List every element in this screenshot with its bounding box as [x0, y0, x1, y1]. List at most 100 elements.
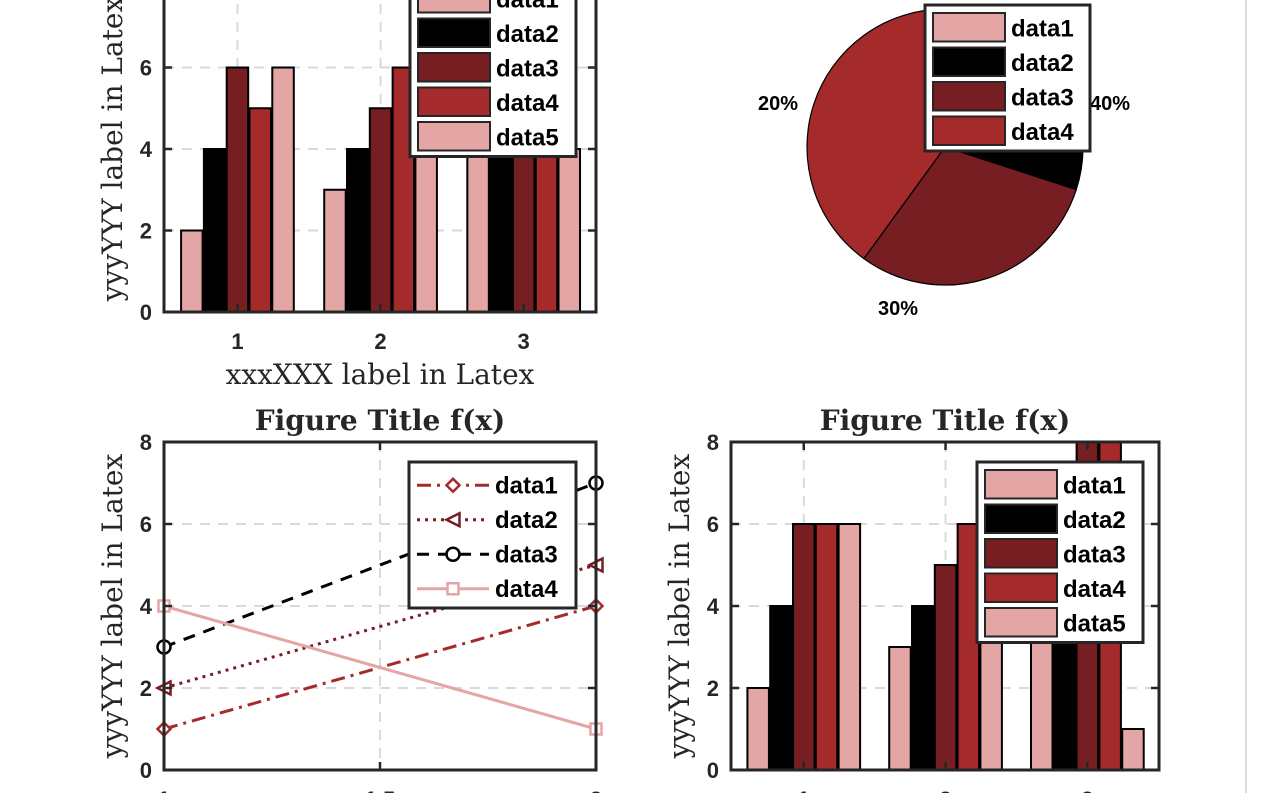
legend-label-data4: data4 [495, 576, 558, 603]
x-tick-label: 3 [1081, 787, 1093, 793]
legend-swatch-data1 [984, 469, 1058, 500]
y-axis-label: yyyYYY label in Latex [663, 454, 696, 760]
legend-label-data1: data1 [495, 472, 558, 499]
x-axis-label: xxxXXX label in Latex [226, 358, 535, 391]
x-tick-label: 3 [518, 329, 530, 354]
bar-data5-3 [1121, 728, 1145, 770]
legend-label-data2: data2 [496, 21, 559, 48]
pie-slice-data4 [806, 8, 946, 260]
line-chart: 1 1.5 2 0 2 4 6 8 yyyYYY label in Latex Figure Ti… [96, 404, 605, 793]
pie-label-data3: 30% [878, 298, 918, 320]
bars [746, 442, 1145, 770]
bar-data3-1 [792, 523, 816, 770]
y-tick-label: 8 [707, 430, 719, 455]
y-axis-label: yyyYYY label in Latex [96, 0, 129, 302]
y-tick-label: 2 [140, 219, 152, 244]
legend-swatch-data5 [984, 607, 1058, 638]
legend-label-data3: data3 [496, 55, 559, 82]
pie-label-data4: 40% [1090, 93, 1130, 115]
legend-label-data3: data3 [1011, 84, 1074, 111]
chart-title: Figure Title f(x) [820, 404, 1071, 437]
y-axis-label: yyyYYY label in Latex [96, 454, 129, 760]
bar-data3-2 [368, 107, 393, 312]
legend-label-data4: data4 [1063, 576, 1126, 603]
bar-data2-2 [911, 605, 935, 770]
legend-swatch-data3 [984, 538, 1058, 569]
legend-label-data5: data5 [496, 124, 559, 151]
legend-swatch-data5 [417, 121, 491, 152]
bar-data5-3 [557, 148, 582, 312]
legend-swatch-data3 [417, 52, 491, 83]
x-tick-label: 2 [590, 787, 602, 793]
bar-data3-2 [933, 564, 958, 770]
y-tick-label: 0 [140, 300, 152, 325]
legend-swatch-data4 [932, 115, 1006, 146]
window-edge [1245, 0, 1247, 793]
y-tick-label: 4 [707, 594, 720, 619]
legend-label-data3: data3 [495, 541, 558, 568]
bar-data4-2 [956, 523, 981, 770]
legend-swatch-data4 [417, 86, 491, 117]
legend-swatch-data4 [984, 572, 1058, 603]
bar-data1-2 [323, 188, 347, 312]
x-tick-label: 1 [798, 787, 810, 793]
legend-label-data3: data3 [1063, 541, 1126, 568]
y-tick-label: 4 [140, 137, 153, 162]
legend-swatch-data1 [417, 0, 491, 14]
bar-data5-1 [837, 523, 862, 770]
y-tick-label: 4 [140, 594, 153, 619]
bar-chart-top-left: 1 2 3 0 2 4 6 yyyYYY label in Latex xxxXXX label… [96, 0, 598, 391]
y-tick-label: 2 [140, 676, 152, 701]
series-line-data2 [163, 563, 597, 690]
legend-marker-data2 [443, 511, 461, 529]
bar-data2-1 [769, 605, 793, 770]
x-tick-label: 2 [374, 329, 386, 354]
x-tick-label: 2 [939, 787, 951, 793]
x-tick-label: 1 [158, 787, 170, 793]
bar-data4-1 [814, 523, 839, 770]
legend-swatch-data2 [984, 503, 1058, 534]
legend-marker-data4 [446, 582, 460, 596]
x-tick-label: 1.5 [365, 787, 396, 793]
legend-marker-data1 [444, 476, 462, 494]
y-tick-label: 8 [140, 430, 152, 455]
bar-data3-1 [225, 66, 250, 312]
y-tick-label: 0 [140, 758, 152, 783]
bar-data5-2 [414, 148, 438, 312]
legend-box [407, 460, 578, 610]
bar-data1-2 [888, 646, 912, 770]
y-tick-label: 6 [140, 56, 152, 81]
legend-label-data2: data2 [495, 507, 558, 534]
pie-label-data2: 20% [758, 93, 798, 115]
legend-marker-data3 [445, 546, 461, 562]
y-tick-label: 6 [140, 512, 152, 537]
pie-slice-data3 [863, 146, 1078, 286]
legend-label-data4: data4 [496, 90, 559, 117]
legend-swatch-data1 [932, 12, 1006, 43]
legend-label-data4: data4 [1011, 119, 1074, 146]
y-tick-label: 2 [707, 676, 719, 701]
legend-swatch-data3 [932, 81, 1006, 112]
legend-label-data1: data1 [496, 0, 559, 13]
bar-data1-3 [466, 148, 490, 312]
legend-label-data1: data1 [1063, 472, 1126, 499]
x-tick-label: 1 [231, 329, 243, 354]
bar-data2-2 [346, 148, 370, 312]
legend-label-data2: data2 [1063, 507, 1126, 534]
bar-data5-1 [271, 66, 295, 312]
bar-data4-1 [248, 107, 272, 312]
series-line-data4 [163, 604, 597, 731]
bar-data1-1 [746, 687, 770, 770]
legend-label-data1: data1 [1011, 15, 1074, 42]
legend-swatch-data2 [417, 17, 491, 48]
bar-data1-1 [180, 229, 204, 312]
legend-label-data5: data5 [1063, 610, 1126, 637]
y-tick-label: 0 [707, 758, 719, 783]
y-tick-label: 6 [707, 512, 719, 537]
chart-title: Figure Title f(x) [255, 404, 506, 437]
bar-data2-1 [202, 148, 227, 312]
bar-data2-3 [489, 148, 513, 312]
bar-chart-bottom-right: 1 2 3 0 2 4 6 8 yyyYYY label in Latex Figure Titl… [663, 404, 1161, 793]
